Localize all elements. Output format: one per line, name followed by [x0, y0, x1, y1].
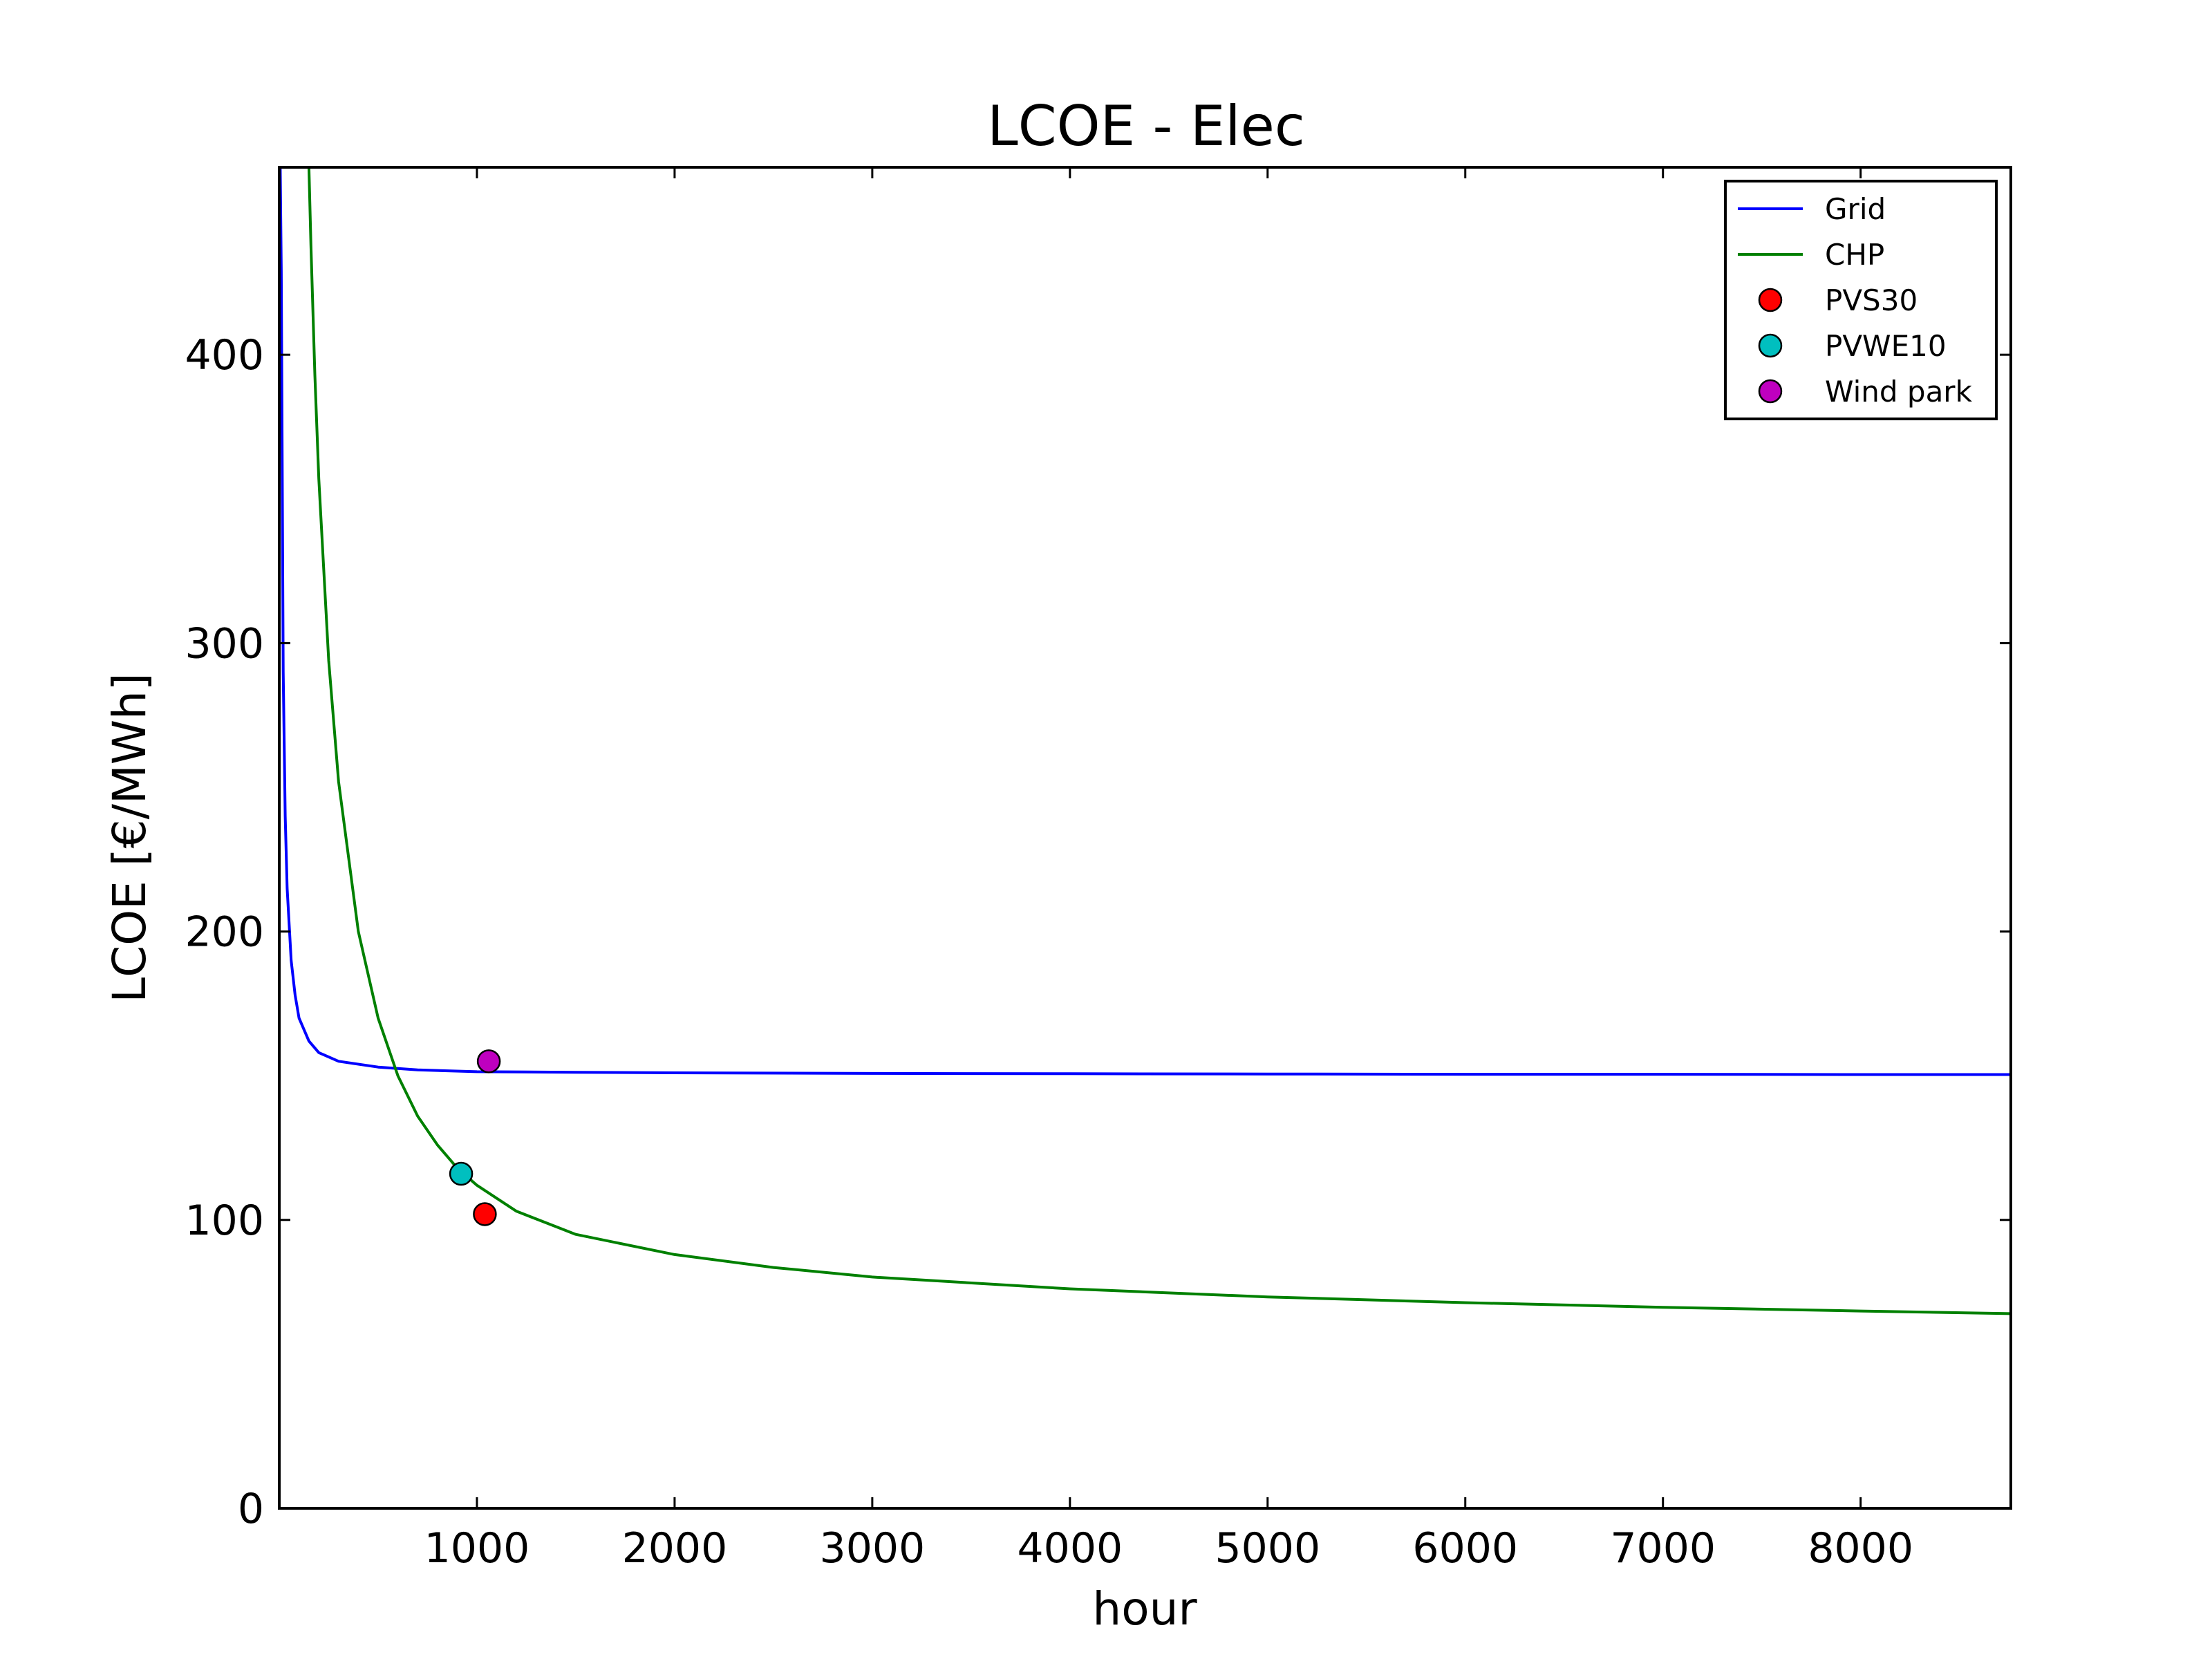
y-axis-title: LCOE [€/MWh] — [103, 673, 156, 1002]
x-axis-title: hour — [1092, 1582, 1197, 1635]
chart-title: LCOE - Elec — [987, 94, 1305, 158]
legend-label: Grid — [1825, 192, 1886, 226]
x-tick-label: 3000 — [820, 1524, 926, 1573]
x-tick-label: 7000 — [1610, 1524, 1716, 1573]
data-point-pvs30 — [473, 1202, 497, 1226]
data-point-pvwe10 — [449, 1161, 474, 1186]
plot-frame — [278, 166, 2012, 1510]
plot-content — [279, 167, 2011, 1315]
legend-label: Wind park — [1825, 375, 1973, 409]
legend-label: PVWE10 — [1825, 329, 1947, 363]
x-tick-label: 8000 — [1808, 1524, 1913, 1573]
y-tick-label: 200 — [185, 908, 264, 957]
legend: Grid CHP PVS30 PVWE10 Wind park — [1724, 180, 1998, 420]
legend-swatch-marker — [1758, 288, 1783, 312]
legend-entry-grid: Grid — [1738, 192, 1886, 226]
x-tick-label: 6000 — [1412, 1524, 1518, 1573]
y-tick-label: 0 — [238, 1485, 264, 1533]
y-tick-label: 300 — [185, 619, 264, 668]
legend-entry-wind-park: Wind park — [1758, 375, 1973, 409]
y-tick-label: 100 — [185, 1197, 264, 1245]
legend-entry-pvs30: PVS30 — [1758, 283, 1918, 317]
legend-entry-chp: CHP — [1738, 238, 1884, 272]
legend-label: CHP — [1825, 238, 1884, 272]
data-point-wind-park — [476, 1049, 501, 1074]
legend-swatch-marker — [1758, 379, 1783, 404]
x-tick-label: 5000 — [1215, 1524, 1320, 1573]
legend-entry-pvwe10: PVWE10 — [1758, 329, 1947, 363]
series-line-grid — [279, 167, 2011, 1076]
x-tick-label: 1000 — [424, 1524, 530, 1573]
legend-swatch-marker — [1758, 333, 1783, 358]
x-tick-label: 2000 — [622, 1524, 728, 1573]
y-axis: 0 100 200 300 400 — [185, 331, 2011, 1533]
x-tick-label: 4000 — [1017, 1524, 1123, 1573]
y-tick-label: 400 — [185, 331, 264, 379]
legend-label: PVS30 — [1825, 283, 1918, 317]
x-axis: 1000 2000 3000 4000 5000 6000 7000 8000 — [424, 167, 1913, 1573]
